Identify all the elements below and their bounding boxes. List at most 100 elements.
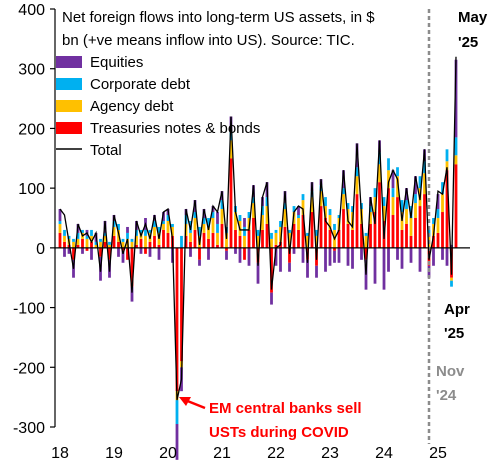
bar-treasuries-2021-07 [247,229,251,248]
legend-label-corporate: Corporate debt [90,76,191,93]
bar-equities-2022-10 [315,265,318,278]
bar-agency-2023-09 [364,235,368,248]
bar-corporate-2025-02 [441,182,444,195]
bar-treasuries-2019-08 [144,247,147,254]
annotation-covid-line-2: USTs during COVID [209,424,349,441]
chart-title: Net foreign flows into long-term US asse… [62,9,375,49]
y-tick-label: 200 [18,121,45,138]
bar-corporate-2018-11 [103,232,107,236]
bar-agency-2019-03 [121,241,125,248]
y-tick-label: 0 [36,241,45,258]
bar-equities-2023-02 [333,250,336,263]
bar-agency-2021-03 [229,140,233,159]
bar-treasuries-2020-10 [207,238,210,248]
bar-treasuries-2018-03 [67,244,71,248]
bar-corporate-2024-11 [427,229,431,236]
bar-corporate-2022-02 [279,220,282,227]
bar-equities-2024-03 [391,170,395,189]
title-line-2: bn (+ve means inflow into US). Source: T… [62,32,355,49]
bar-equities-2021-09 [256,262,260,284]
bar-agency-2024-10 [423,173,426,195]
annotation-nov-line-2: '24 [436,387,457,404]
bar-corporate-2020-10 [207,218,210,227]
bar-treasuries-2021-05 [238,235,242,248]
bar-equities-2022-02 [279,247,282,272]
bar-corporate-2025-04 [450,280,453,287]
bar-agency-2022-03 [283,209,287,227]
bar-agency-2021-11 [265,206,269,224]
bar-corporate-2019-12 [162,220,165,224]
bar-agency-2018-01 [58,223,62,233]
bar-treasuries-2023-12 [378,182,381,248]
bar-equities-2018-03 [67,247,71,254]
annotation-may-line-1: May [458,9,488,26]
bar-agency-2025-05 [454,155,458,165]
bar-corporate-2018-10 [99,238,102,242]
bar-corporate-2021-10 [261,206,264,216]
bar-treasuries-2021-10 [261,229,264,248]
bar-corporate-2018-03 [67,235,71,239]
bar-equities-2019-05 [130,286,134,302]
bar-treasuries-2023-07 [355,194,359,248]
bar-agency-2022-02 [279,226,282,242]
bar-equities-2020-10 [207,247,210,260]
total-line [59,56,457,401]
bar-corporate-2018-04 [72,238,75,242]
bar-corporate-2018-12 [108,241,111,245]
bar-agency-2022-10 [315,235,318,248]
bar-corporate-2023-06 [351,206,354,213]
bar-agency-2020-06 [189,232,192,242]
bar-corporate-2021-05 [238,215,242,221]
bar-agency-2019-08 [144,235,147,248]
bar-agency-2018-07 [85,238,89,248]
bar-corporate-2021-07 [247,212,251,218]
bar-corporate-2023-03 [337,215,341,218]
x-tick-label: 19 [105,445,123,462]
bar-agency-2018-11 [103,235,107,242]
bar-agency-2024-07 [409,218,413,236]
bar-treasuries-2019-10 [153,235,156,248]
annotation-nov-line-1: Nov [436,363,465,380]
bar-agency-2024-04 [396,176,399,198]
bar-treasuries-2023-09 [364,247,368,260]
bar-equities-2024-09 [418,247,422,272]
bar-corporate-2022-01 [274,229,278,233]
bar-corporate-2024-08 [414,194,417,204]
bar-treasuries-2021-04 [234,229,237,248]
bar-treasuries-2023-03 [337,229,341,248]
bar-treasuries-2021-12 [270,247,273,293]
bar-treasuries-2024-12 [432,235,435,248]
bar-corporate-2018-07 [85,235,89,239]
bar-treasuries-2023-04 [342,209,345,248]
bar-corporate-2024-06 [405,200,408,210]
bar-treasuries-2025-03 [445,170,449,248]
bar-treasuries-2024-10 [423,194,426,248]
bar-equities-2025-02 [441,247,444,260]
bar-equities-2022-07 [301,247,305,263]
x-tick-label: 21 [213,445,231,462]
bar-agency-2021-12 [270,238,273,248]
bar-agency-2024-02 [387,170,390,189]
bar-corporate-2021-06 [243,226,246,236]
bar-equities-2023-03 [337,247,341,263]
bar-equities-2019-04 [126,226,129,233]
bar-corporate-2019-04 [126,232,129,239]
y-tick-label: -100 [13,301,45,318]
bar-treasuries-2019-06 [135,244,138,248]
bar-corporate-2022-12 [324,197,327,207]
bar-corporate-2023-04 [342,188,345,195]
bar-equities-2018-01 [58,209,62,221]
bar-treasuries-2021-08 [252,218,255,248]
bar-treasuries-2022-04 [288,247,291,263]
bar-agency-2021-04 [234,212,237,230]
legend: Equities Corporate debt Agency debt Trea… [56,54,260,159]
bar-equities-2023-06 [351,247,354,269]
bar-treasuries-2023-02 [333,247,336,251]
bar-corporate-2021-08 [252,197,255,204]
bar-agency-2019-06 [135,235,138,245]
bar-corporate-2018-01 [58,220,62,224]
bar-agency-2018-04 [72,241,75,248]
bar-treasuries-2019-09 [148,241,152,248]
legend-label-treasuries: Treasuries notes & bonds [90,120,260,137]
